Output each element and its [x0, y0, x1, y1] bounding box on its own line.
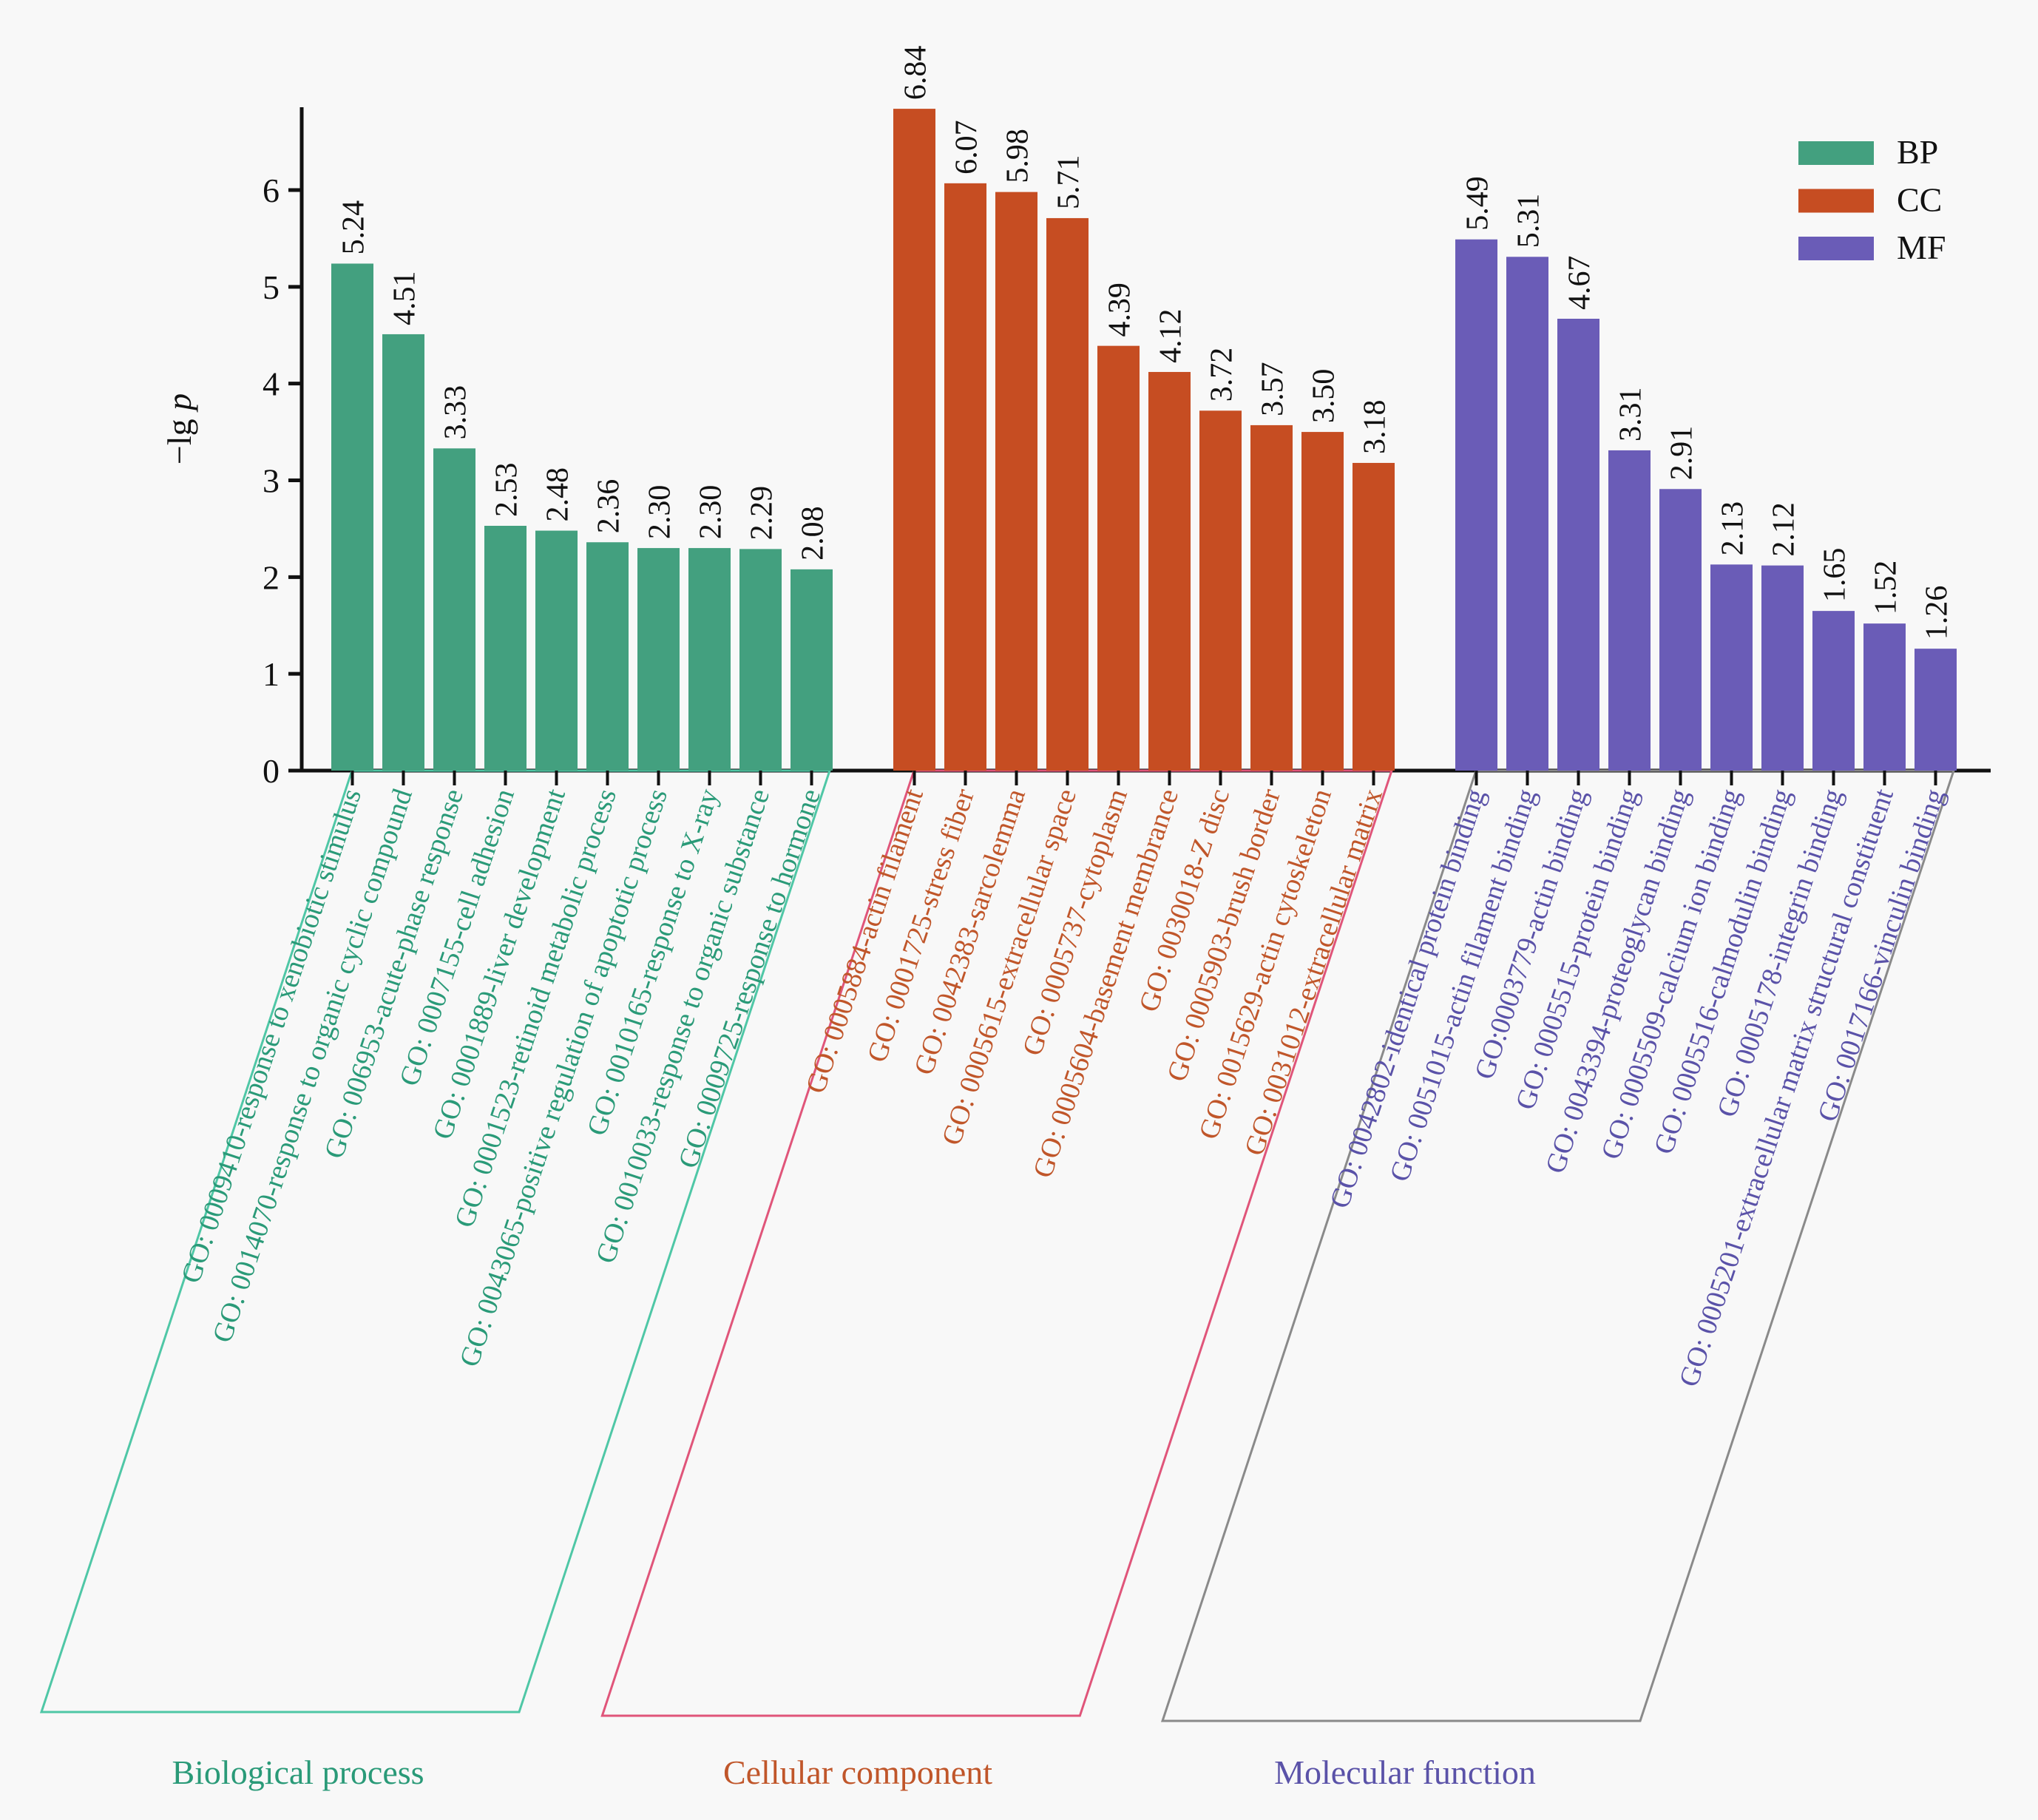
bar-bp-3 — [433, 448, 475, 771]
legend-item-cc: CC — [1798, 181, 1942, 219]
y-tick-label: 5 — [263, 268, 280, 306]
legend-item-mf: MF — [1798, 229, 1946, 266]
group-title-cc: Cellular component — [723, 1753, 992, 1791]
bar-mf-3 — [1557, 319, 1599, 771]
value-label: 2.29 — [745, 486, 779, 541]
bar-mf-2 — [1506, 257, 1548, 771]
value-label: 3.18 — [1358, 399, 1392, 454]
legend-label: MF — [1897, 229, 1946, 266]
bar-mf-8 — [1812, 611, 1855, 771]
value-label: 5.24 — [337, 200, 371, 255]
value-label: 4.12 — [1154, 308, 1188, 363]
group-title-mf: Molecular function — [1274, 1753, 1536, 1791]
value-label: 4.39 — [1103, 283, 1137, 337]
bar-bp-10 — [791, 569, 833, 771]
value-label: 6.07 — [950, 120, 984, 175]
bar-mf-7 — [1761, 565, 1804, 771]
value-label: 3.31 — [1614, 387, 1648, 442]
bar-bp-2 — [382, 334, 424, 771]
value-label: 5.31 — [1512, 194, 1546, 248]
y-tick-label: 0 — [263, 752, 280, 790]
value-label: 3.72 — [1205, 348, 1239, 402]
legend-swatch — [1798, 237, 1874, 260]
value-label: 2.53 — [490, 462, 524, 517]
value-label: 3.57 — [1256, 362, 1290, 416]
value-label: 4.67 — [1563, 256, 1597, 311]
y-axis-title: −lg p — [160, 393, 198, 464]
value-label: 2.08 — [796, 506, 830, 561]
value-label: 4.51 — [388, 271, 422, 325]
value-label: 3.33 — [439, 385, 473, 440]
bar-bp-7 — [637, 548, 680, 771]
legend-item-bp: BP — [1798, 133, 1938, 171]
value-label: 6.84 — [899, 46, 933, 101]
y-tick-label: 6 — [263, 172, 280, 209]
bar-bp-1 — [331, 263, 373, 771]
value-label: 1.52 — [1869, 561, 1903, 615]
bar-bp-9 — [739, 549, 782, 771]
value-label: 5.49 — [1461, 176, 1495, 231]
group-title-bp: Biological process — [172, 1753, 424, 1791]
bar-bp-8 — [688, 548, 731, 771]
bar-cc-2 — [944, 183, 986, 771]
bar-cc-9 — [1301, 432, 1344, 771]
value-label: 2.91 — [1665, 426, 1699, 481]
legend-label: CC — [1897, 181, 1942, 219]
y-tick-label: 4 — [263, 365, 280, 403]
value-label: 2.30 — [643, 485, 677, 540]
bar-mf-5 — [1659, 489, 1702, 771]
bar-cc-3 — [995, 192, 1037, 771]
value-label: 2.12 — [1767, 502, 1801, 557]
bar-cc-6 — [1148, 371, 1191, 771]
y-axis-title-italic: p — [160, 393, 198, 413]
value-label: 2.36 — [592, 479, 626, 534]
bar-cc-8 — [1250, 424, 1293, 771]
y-tick-label: 2 — [263, 558, 280, 596]
y-axis-title-prefix: −lg — [160, 410, 198, 464]
value-label: 1.65 — [1818, 548, 1852, 603]
bar-mf-10 — [1915, 649, 1957, 771]
value-label: 2.30 — [694, 485, 728, 540]
bar-cc-10 — [1353, 462, 1395, 771]
value-label: 5.71 — [1052, 155, 1086, 209]
bar-mf-6 — [1710, 564, 1753, 771]
bar-mf-4 — [1608, 450, 1651, 771]
bar-cc-5 — [1097, 345, 1140, 771]
legend-label: BP — [1897, 133, 1938, 171]
bar-bp-5 — [535, 530, 578, 771]
bar-cc-7 — [1199, 410, 1242, 771]
bar-cc-4 — [1046, 217, 1089, 771]
value-label: 2.48 — [541, 467, 575, 522]
bar-bp-6 — [586, 542, 629, 771]
y-tick-label: 3 — [263, 462, 280, 500]
bar-mf-9 — [1863, 623, 1906, 771]
legend-swatch — [1798, 141, 1874, 165]
value-label: 3.50 — [1307, 369, 1341, 424]
value-label: 5.98 — [1001, 129, 1035, 183]
bar-cc-1 — [893, 109, 935, 771]
bar-mf-1 — [1455, 239, 1497, 771]
legend-swatch — [1798, 189, 1874, 213]
y-ticks: 0 1 2 3 4 5 6 — [263, 172, 302, 790]
bar-bp-4 — [484, 525, 527, 771]
y-tick-label: 1 — [263, 655, 280, 693]
legend: BP CC MF — [1798, 133, 1946, 266]
value-label: 1.26 — [1920, 586, 1954, 640]
value-label: 2.13 — [1716, 501, 1750, 556]
